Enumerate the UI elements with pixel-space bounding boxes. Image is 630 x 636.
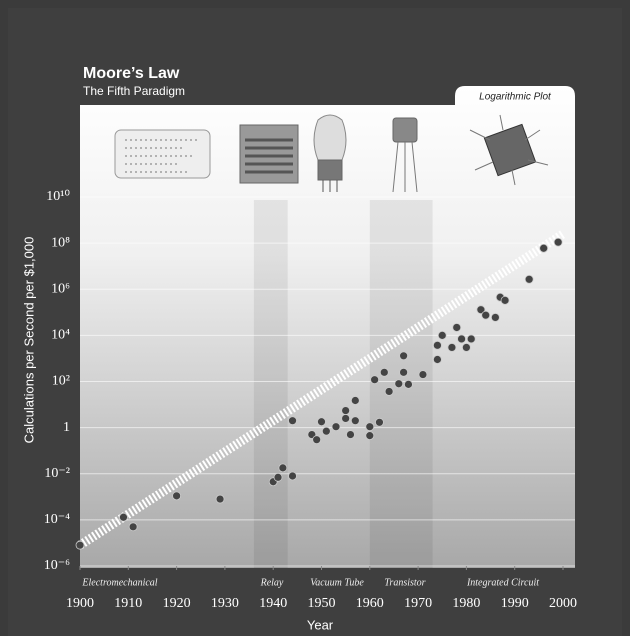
paradigm-band xyxy=(254,200,288,568)
y-tick-label: 10⁻⁴ xyxy=(44,512,70,527)
transistor-icon xyxy=(393,118,417,142)
paradigm-label: Relay xyxy=(260,577,284,588)
data-point xyxy=(554,238,562,246)
y-tick-label: 10⁻⁶ xyxy=(44,558,70,573)
data-point xyxy=(318,418,326,426)
paradigm-label: Vacuum Tube xyxy=(310,577,364,588)
data-point xyxy=(366,432,374,440)
paradigm-label: Electromechanical xyxy=(81,577,157,588)
punch-card-icon xyxy=(115,130,210,178)
data-point xyxy=(173,492,181,500)
data-point xyxy=(351,417,359,425)
y-tick-label: 10¹⁰ xyxy=(46,189,70,204)
data-point xyxy=(400,368,408,376)
data-point xyxy=(216,495,224,503)
data-point xyxy=(380,368,388,376)
data-point xyxy=(404,380,412,388)
data-point xyxy=(462,343,470,351)
data-point xyxy=(433,355,441,363)
data-point xyxy=(313,436,321,444)
data-point xyxy=(366,423,374,431)
data-point xyxy=(342,407,350,415)
paradigm-label: Integrated Circuit xyxy=(466,577,539,588)
x-tick-label: 1990 xyxy=(501,596,529,611)
data-point xyxy=(322,427,330,435)
data-point xyxy=(274,473,282,481)
data-point xyxy=(453,323,461,331)
data-point xyxy=(438,331,446,339)
data-point xyxy=(346,431,354,439)
data-point xyxy=(119,513,127,521)
data-point xyxy=(289,417,297,425)
chart-subtitle: The Fifth Paradigm xyxy=(83,84,185,98)
data-point xyxy=(501,296,509,304)
y-tick-label: 10⁻² xyxy=(44,466,70,481)
x-tick-label: 1900 xyxy=(66,596,94,611)
x-tick-label: 1930 xyxy=(211,596,239,611)
data-point xyxy=(342,414,350,422)
chart-title: Moore’s Law xyxy=(83,65,180,82)
data-point xyxy=(129,523,137,531)
data-point xyxy=(332,423,340,431)
data-point xyxy=(351,397,359,405)
tab-label: Logarithmic Plot xyxy=(479,92,552,103)
data-point xyxy=(540,244,548,252)
data-point xyxy=(467,335,475,343)
chart: Moore’s Law The Fifth Paradigm Logarithm… xyxy=(0,0,630,636)
data-point xyxy=(458,335,466,343)
x-tick-label: 1970 xyxy=(404,596,432,611)
data-point xyxy=(76,541,84,549)
data-point xyxy=(448,343,456,351)
x-tick-label: 1920 xyxy=(163,596,191,611)
x-tick-label: 1910 xyxy=(114,596,142,611)
data-point xyxy=(491,313,499,321)
data-point xyxy=(385,387,393,395)
x-tick-label: 1940 xyxy=(259,596,287,611)
data-point xyxy=(419,371,427,379)
relay-icon xyxy=(240,125,298,183)
y-axis-label: Calculations per Second per $1,000 xyxy=(21,237,36,444)
y-tick-label: 10⁴ xyxy=(51,328,70,343)
data-point xyxy=(433,341,441,349)
paradigm-label: Transistor xyxy=(384,577,425,588)
y-tick-label: 10² xyxy=(52,374,70,389)
data-point xyxy=(395,380,403,388)
data-point xyxy=(482,311,490,319)
data-point xyxy=(289,472,297,480)
y-tick-label: 1 xyxy=(63,420,70,435)
tube-base xyxy=(318,160,342,180)
data-point xyxy=(375,418,383,426)
x-tick-label: 1950 xyxy=(308,596,336,611)
data-point xyxy=(279,464,287,472)
data-point xyxy=(525,275,533,283)
tube-icon xyxy=(314,115,346,160)
x-tick-label: 2000 xyxy=(549,596,577,611)
data-point xyxy=(400,352,408,360)
data-point xyxy=(371,376,379,384)
x-tick-label: 1980 xyxy=(452,596,480,611)
x-axis-label: Year xyxy=(307,617,334,632)
y-tick-label: 10⁸ xyxy=(51,235,70,250)
y-tick-label: 10⁶ xyxy=(51,281,70,296)
x-tick-label: 1960 xyxy=(356,596,384,611)
